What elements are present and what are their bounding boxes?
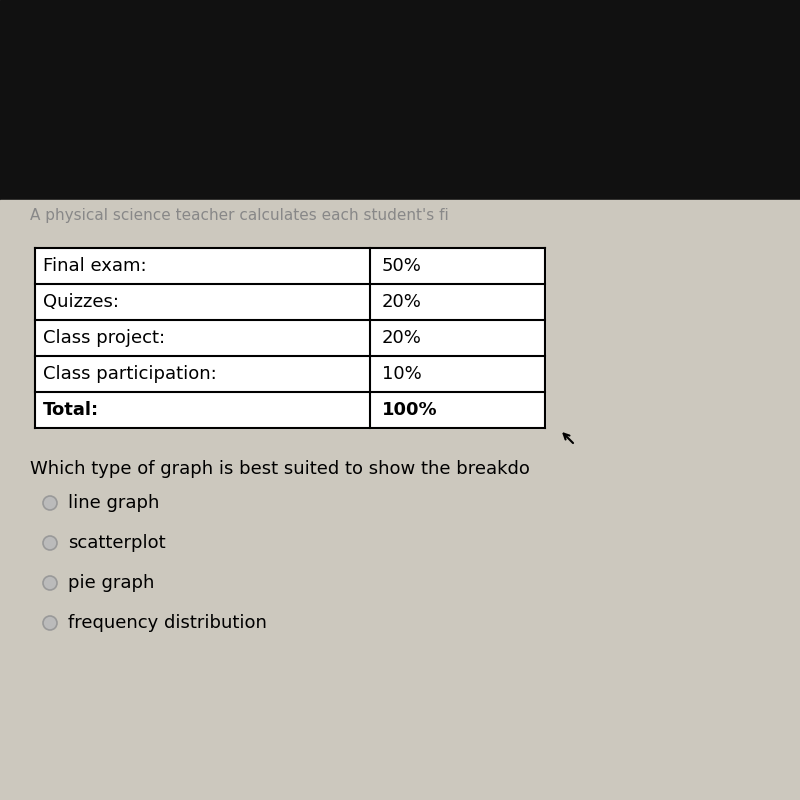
Text: line graph: line graph xyxy=(68,494,159,512)
Text: 100%: 100% xyxy=(382,401,438,419)
Text: 20%: 20% xyxy=(382,293,422,311)
Text: 10%: 10% xyxy=(382,365,422,383)
Circle shape xyxy=(43,496,57,510)
Circle shape xyxy=(43,536,57,550)
Circle shape xyxy=(43,616,57,630)
Text: 20%: 20% xyxy=(382,329,422,347)
Text: frequency distribution: frequency distribution xyxy=(68,614,267,632)
Text: Quizzes:: Quizzes: xyxy=(43,293,119,311)
Text: scatterplot: scatterplot xyxy=(68,534,166,552)
Text: Total:: Total: xyxy=(43,401,99,419)
Text: pie graph: pie graph xyxy=(68,574,154,592)
Text: Class participation:: Class participation: xyxy=(43,365,217,383)
Text: A physical science teacher calculates each student's fi: A physical science teacher calculates ea… xyxy=(30,208,449,223)
Bar xyxy=(35,248,545,428)
Text: 50%: 50% xyxy=(382,257,422,275)
Bar xyxy=(0,200,800,228)
Text: Class project:: Class project: xyxy=(43,329,165,347)
Bar xyxy=(0,0,800,200)
Text: Which type of graph is best suited to show the breakdo: Which type of graph is best suited to sh… xyxy=(30,460,530,478)
Circle shape xyxy=(43,576,57,590)
Text: Final exam:: Final exam: xyxy=(43,257,146,275)
